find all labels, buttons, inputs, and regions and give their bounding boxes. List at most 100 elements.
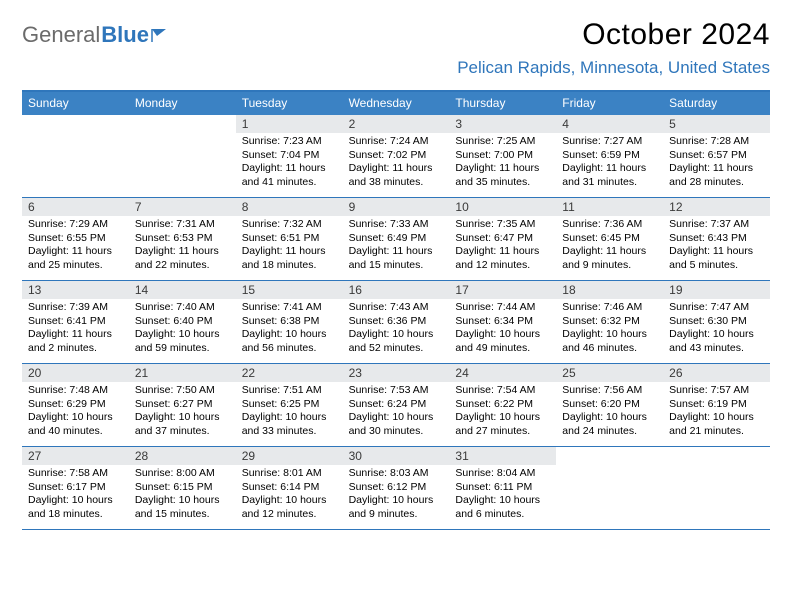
sunset-text: Sunset: 6:45 PM (562, 232, 657, 246)
calendar-cell: 28Sunrise: 8:00 AMSunset: 6:15 PMDayligh… (129, 447, 236, 529)
calendar-cell: 10Sunrise: 7:35 AMSunset: 6:47 PMDayligh… (449, 198, 556, 280)
sunrise-text: Sunrise: 8:03 AM (349, 467, 444, 481)
calendar-cell: 13Sunrise: 7:39 AMSunset: 6:41 PMDayligh… (22, 281, 129, 363)
sunset-text: Sunset: 6:40 PM (135, 315, 230, 329)
day-number: 30 (343, 447, 450, 465)
sunrise-text: Sunrise: 7:27 AM (562, 135, 657, 149)
weekday-label: Wednesday (343, 92, 450, 115)
daylight-text: Daylight: 10 hours and 59 minutes. (135, 328, 230, 355)
sunset-text: Sunset: 6:27 PM (135, 398, 230, 412)
day-number: 8 (236, 198, 343, 216)
sunset-text: Sunset: 6:41 PM (28, 315, 123, 329)
logo-text-gray: General (22, 22, 100, 48)
daylight-text: Daylight: 10 hours and 18 minutes. (28, 494, 123, 521)
day-content: Sunrise: 7:57 AMSunset: 6:19 PMDaylight:… (663, 382, 770, 442)
calendar-cell: 31Sunrise: 8:04 AMSunset: 6:11 PMDayligh… (449, 447, 556, 529)
sunset-text: Sunset: 6:29 PM (28, 398, 123, 412)
title-block: October 2024 Pelican Rapids, Minnesota, … (457, 18, 770, 78)
day-number: 21 (129, 364, 236, 382)
day-content: Sunrise: 7:46 AMSunset: 6:32 PMDaylight:… (556, 299, 663, 359)
day-number: 22 (236, 364, 343, 382)
daylight-text: Daylight: 10 hours and 30 minutes. (349, 411, 444, 438)
sunset-text: Sunset: 6:24 PM (349, 398, 444, 412)
sunrise-text: Sunrise: 7:51 AM (242, 384, 337, 398)
sunset-text: Sunset: 7:00 PM (455, 149, 550, 163)
day-content: Sunrise: 7:51 AMSunset: 6:25 PMDaylight:… (236, 382, 343, 442)
daylight-text: Daylight: 11 hours and 35 minutes. (455, 162, 550, 189)
day-number: 27 (22, 447, 129, 465)
sunrise-text: Sunrise: 8:01 AM (242, 467, 337, 481)
sunrise-text: Sunrise: 7:33 AM (349, 218, 444, 232)
daylight-text: Daylight: 10 hours and 33 minutes. (242, 411, 337, 438)
calendar-cell (556, 447, 663, 529)
day-content: Sunrise: 7:40 AMSunset: 6:40 PMDaylight:… (129, 299, 236, 359)
sunset-text: Sunset: 6:14 PM (242, 481, 337, 495)
sunset-text: Sunset: 6:20 PM (562, 398, 657, 412)
day-content: Sunrise: 7:50 AMSunset: 6:27 PMDaylight:… (129, 382, 236, 442)
day-content: Sunrise: 7:37 AMSunset: 6:43 PMDaylight:… (663, 216, 770, 276)
calendar-cell (129, 115, 236, 197)
day-content: Sunrise: 7:48 AMSunset: 6:29 PMDaylight:… (22, 382, 129, 442)
sunrise-text: Sunrise: 7:35 AM (455, 218, 550, 232)
sunset-text: Sunset: 6:12 PM (349, 481, 444, 495)
daylight-text: Daylight: 10 hours and 46 minutes. (562, 328, 657, 355)
sunset-text: Sunset: 6:49 PM (349, 232, 444, 246)
sunset-text: Sunset: 6:17 PM (28, 481, 123, 495)
daylight-text: Daylight: 11 hours and 2 minutes. (28, 328, 123, 355)
calendar-week: 13Sunrise: 7:39 AMSunset: 6:41 PMDayligh… (22, 281, 770, 364)
weekday-header: Sunday Monday Tuesday Wednesday Thursday… (22, 92, 770, 115)
day-number: 1 (236, 115, 343, 133)
day-content: Sunrise: 8:03 AMSunset: 6:12 PMDaylight:… (343, 465, 450, 525)
weekday-label: Tuesday (236, 92, 343, 115)
calendar-cell: 5Sunrise: 7:28 AMSunset: 6:57 PMDaylight… (663, 115, 770, 197)
calendar-week: 1Sunrise: 7:23 AMSunset: 7:04 PMDaylight… (22, 115, 770, 198)
calendar-cell: 3Sunrise: 7:25 AMSunset: 7:00 PMDaylight… (449, 115, 556, 197)
daylight-text: Daylight: 11 hours and 12 minutes. (455, 245, 550, 272)
sunrise-text: Sunrise: 7:23 AM (242, 135, 337, 149)
calendar-cell: 1Sunrise: 7:23 AMSunset: 7:04 PMDaylight… (236, 115, 343, 197)
sunrise-text: Sunrise: 7:53 AM (349, 384, 444, 398)
day-content: Sunrise: 7:54 AMSunset: 6:22 PMDaylight:… (449, 382, 556, 442)
day-content: Sunrise: 7:29 AMSunset: 6:55 PMDaylight:… (22, 216, 129, 276)
calendar-cell: 18Sunrise: 7:46 AMSunset: 6:32 PMDayligh… (556, 281, 663, 363)
day-content: Sunrise: 7:44 AMSunset: 6:34 PMDaylight:… (449, 299, 556, 359)
sunrise-text: Sunrise: 7:56 AM (562, 384, 657, 398)
calendar-cell: 14Sunrise: 7:40 AMSunset: 6:40 PMDayligh… (129, 281, 236, 363)
weekday-label: Friday (556, 92, 663, 115)
calendar-cell (663, 447, 770, 529)
sunset-text: Sunset: 6:47 PM (455, 232, 550, 246)
location: Pelican Rapids, Minnesota, United States (457, 58, 770, 78)
day-content: Sunrise: 7:31 AMSunset: 6:53 PMDaylight:… (129, 216, 236, 276)
daylight-text: Daylight: 11 hours and 9 minutes. (562, 245, 657, 272)
daylight-text: Daylight: 10 hours and 6 minutes. (455, 494, 550, 521)
day-number: 14 (129, 281, 236, 299)
sunset-text: Sunset: 6:22 PM (455, 398, 550, 412)
calendar-week: 6Sunrise: 7:29 AMSunset: 6:55 PMDaylight… (22, 198, 770, 281)
day-number: 31 (449, 447, 556, 465)
day-number: 24 (449, 364, 556, 382)
day-number: 29 (236, 447, 343, 465)
day-number: 26 (663, 364, 770, 382)
logo-text-blue: Blue (101, 22, 149, 48)
day-number: 11 (556, 198, 663, 216)
calendar-cell: 2Sunrise: 7:24 AMSunset: 7:02 PMDaylight… (343, 115, 450, 197)
sunset-text: Sunset: 7:02 PM (349, 149, 444, 163)
header: GeneralBlue October 2024 Pelican Rapids,… (22, 18, 770, 78)
daylight-text: Daylight: 11 hours and 22 minutes. (135, 245, 230, 272)
sunrise-text: Sunrise: 7:54 AM (455, 384, 550, 398)
daylight-text: Daylight: 11 hours and 31 minutes. (562, 162, 657, 189)
daylight-text: Daylight: 11 hours and 5 minutes. (669, 245, 764, 272)
day-content: Sunrise: 7:27 AMSunset: 6:59 PMDaylight:… (556, 133, 663, 193)
day-content: Sunrise: 7:32 AMSunset: 6:51 PMDaylight:… (236, 216, 343, 276)
sunrise-text: Sunrise: 8:04 AM (455, 467, 550, 481)
calendar-cell: 15Sunrise: 7:41 AMSunset: 6:38 PMDayligh… (236, 281, 343, 363)
calendar-cell: 4Sunrise: 7:27 AMSunset: 6:59 PMDaylight… (556, 115, 663, 197)
sunrise-text: Sunrise: 7:25 AM (455, 135, 550, 149)
day-content: Sunrise: 7:41 AMSunset: 6:38 PMDaylight:… (236, 299, 343, 359)
sunrise-text: Sunrise: 7:50 AM (135, 384, 230, 398)
day-number: 20 (22, 364, 129, 382)
page-title: October 2024 (457, 18, 770, 52)
day-content: Sunrise: 7:39 AMSunset: 6:41 PMDaylight:… (22, 299, 129, 359)
calendar: Sunday Monday Tuesday Wednesday Thursday… (22, 90, 770, 530)
daylight-text: Daylight: 10 hours and 15 minutes. (135, 494, 230, 521)
